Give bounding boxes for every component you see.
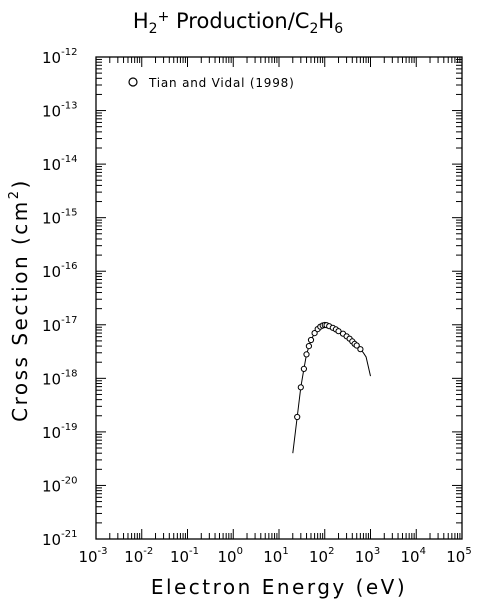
y-tick-label: 10-15 <box>42 208 77 228</box>
legend-label: Tian and Vidal (1998) <box>148 76 295 90</box>
x-axis-label: Electron Energy (eV) <box>151 575 407 599</box>
y-tick-label: 10-19 <box>42 422 77 442</box>
x-tick-label: 10-1 <box>170 546 199 566</box>
x-tick-label: 101 <box>263 546 288 566</box>
data-point <box>311 330 318 337</box>
data-point <box>305 343 312 350</box>
plot-frame <box>95 56 463 540</box>
y-tick-label: 10-17 <box>42 315 77 335</box>
data-point <box>335 328 342 335</box>
data-point <box>300 365 307 372</box>
data-point <box>353 342 360 349</box>
data-point <box>297 384 304 391</box>
y-tick-label: 10-12 <box>42 47 77 67</box>
legend: Tian and Vidal (1998) <box>128 76 295 90</box>
x-tick-label: 104 <box>401 546 426 566</box>
data-point <box>357 346 364 353</box>
data-point <box>294 413 301 421</box>
y-tick-label: 10-18 <box>42 368 77 388</box>
y-tick-label: 10-13 <box>42 101 77 121</box>
x-tick-label: 103 <box>355 546 380 566</box>
axis-ticks <box>96 57 462 539</box>
y-tick-labels: 10-21 10-20 10-19 10-18 10-17 10-16 10-15 10-14… <box>42 47 77 549</box>
x-tick-label: 10-2 <box>124 546 153 566</box>
plot-border <box>95 56 463 540</box>
data-point <box>307 336 315 344</box>
legend-marker <box>128 77 138 87</box>
x-tick-label: 100 <box>218 546 243 566</box>
data-points <box>294 321 364 421</box>
y-tick-label: 10-20 <box>42 475 77 495</box>
x-tick-label: 105 <box>446 546 471 566</box>
y-tick-label: 10-16 <box>42 261 77 281</box>
y-axis-label: Cross Section (cm2) <box>7 178 32 422</box>
data-point <box>303 351 310 358</box>
x-tick-label: 10-3 <box>78 546 107 566</box>
y-tick-label: 10-14 <box>42 154 77 174</box>
chart-title: H2+ Production/C2H6 <box>133 9 343 37</box>
x-tick-labels: 10-3 10-2 10-1 100 101 102 103 104 105 <box>78 546 471 566</box>
x-tick-label: 102 <box>309 546 334 566</box>
chart-title-text: H2+ Production/C2H6 <box>133 9 343 37</box>
y-tick-label: 10-21 <box>42 529 77 549</box>
